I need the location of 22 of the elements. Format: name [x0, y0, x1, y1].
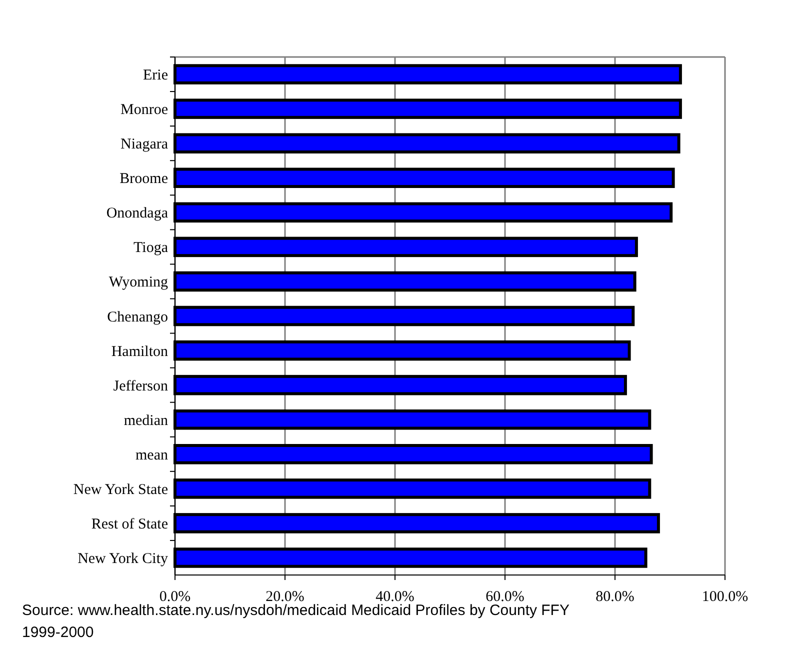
y-tick-label: mean: [136, 447, 168, 464]
y-tick-label: Onondaga: [106, 206, 168, 222]
y-tick-label: Erie: [143, 68, 168, 84]
y-tick-label: Rest of State: [91, 516, 168, 532]
y-tick-label: Wyoming: [108, 274, 168, 291]
y-tick-label: Monroe: [120, 102, 168, 118]
x-tick-label: 20.0%: [266, 589, 304, 605]
source-note: Source: www.health.state.ny.us/nysdoh/medicaid Medicaid Profiles by County FFY 1999-2000: [22, 602, 570, 641]
y-tick-label: Tioga: [134, 240, 168, 256]
y-tick-label: median: [124, 412, 168, 429]
x-tick-label: 80.0%: [596, 589, 634, 605]
y-tick-label: Broome: [120, 171, 168, 188]
y-tick-label: Chenango: [107, 309, 168, 326]
y-tick-label: Niagara: [120, 136, 168, 153]
x-tick-label: 40.0%: [376, 589, 414, 605]
x-tick-label: 60.0%: [486, 589, 524, 605]
x-tick-label: 100.0%: [702, 589, 748, 605]
y-tick-label: Hamilton: [111, 344, 168, 360]
y-tick-label: New York State: [73, 482, 168, 498]
x-tick-label: 0.0%: [159, 589, 191, 605]
y-tick-label: New York City: [78, 550, 168, 567]
y-tick-label: Jefferson: [113, 378, 168, 394]
